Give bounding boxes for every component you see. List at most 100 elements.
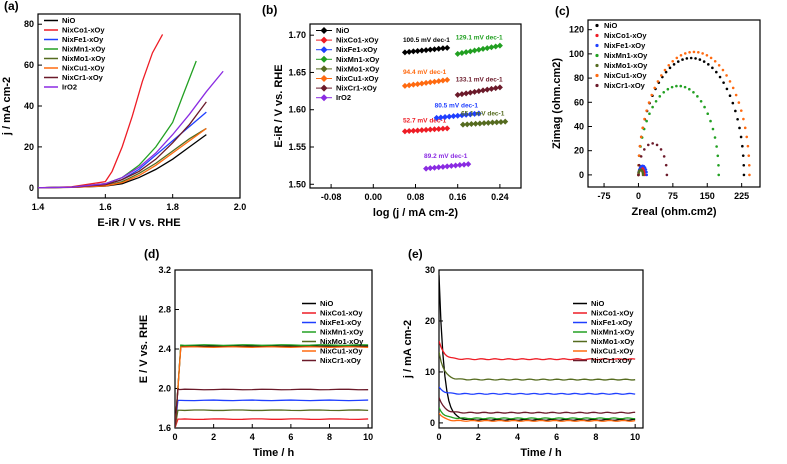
data-point xyxy=(731,86,735,90)
data-point xyxy=(471,110,478,117)
x-tick-label: 1.4 xyxy=(32,202,45,212)
data-point xyxy=(427,165,434,172)
data-point xyxy=(406,128,413,135)
data-point xyxy=(668,66,672,70)
x-tick-label: 4 xyxy=(250,432,255,442)
legend-entry: NixFe1-xOy xyxy=(62,35,104,44)
data-point xyxy=(496,42,503,49)
y-tick-label: 60 xyxy=(574,97,584,107)
x-tick-label: -0.08 xyxy=(321,192,342,202)
data-point xyxy=(450,113,457,120)
data-point xyxy=(654,99,658,103)
data-point xyxy=(459,121,466,128)
panel-label: (e) xyxy=(408,247,423,261)
data-point xyxy=(492,43,499,50)
x-tick-label: 8 xyxy=(593,432,598,442)
data-point xyxy=(671,59,675,63)
data-point xyxy=(458,49,465,56)
series-line xyxy=(175,344,369,428)
data-point xyxy=(747,154,751,157)
legend-entry: NixCo1-xOy xyxy=(604,31,647,40)
y-tick-label: 1.50 xyxy=(288,179,306,189)
data-point xyxy=(646,143,650,147)
data-point xyxy=(715,145,718,148)
y-axis-title: j / mA cm-2 xyxy=(1,77,13,136)
legend-entry: NixCr1-xOy xyxy=(62,73,104,82)
data-point xyxy=(643,166,647,169)
legend-entry: NixCr1-xOy xyxy=(604,81,646,90)
data-point xyxy=(492,85,499,92)
legend-entry: NixMn1-xOy xyxy=(62,45,106,54)
data-point xyxy=(734,109,737,113)
data-point xyxy=(423,126,430,133)
legend-entry: NixMn1-xOy xyxy=(604,51,648,60)
data-point xyxy=(418,80,425,87)
data-point xyxy=(709,56,713,60)
data-point xyxy=(703,105,706,109)
x-tick-label: 0.00 xyxy=(365,192,383,202)
panel-label: (a) xyxy=(4,0,19,13)
legend-marker xyxy=(595,83,599,88)
y-tick-label: 80 xyxy=(574,73,584,83)
data-point xyxy=(675,56,679,60)
data-point xyxy=(637,173,640,177)
data-point xyxy=(746,144,750,148)
x-tick-label: 6 xyxy=(554,432,559,442)
x-tick-label: 10 xyxy=(630,432,640,442)
data-point xyxy=(670,85,674,89)
data-point xyxy=(718,75,722,79)
data-point xyxy=(692,90,695,94)
legend-entry: NixMn1-xOy xyxy=(336,55,380,64)
x-tick-label: 1.8 xyxy=(166,202,179,212)
data-point xyxy=(742,117,745,121)
data-point xyxy=(692,50,696,54)
legend-entry: IrO2 xyxy=(336,93,351,102)
slope-annotation: 89.2 mV dec-1 xyxy=(424,153,468,160)
data-point xyxy=(665,173,669,177)
data-point xyxy=(683,85,687,89)
y-tick-label: 0 xyxy=(29,183,34,193)
data-point xyxy=(475,46,482,53)
data-point xyxy=(467,111,474,118)
plot-frame xyxy=(438,269,644,429)
legend-entry: NixCr1-xOy xyxy=(336,84,378,93)
legend-entry: NixMo1-xOy xyxy=(320,337,364,346)
x-tick-label: 4 xyxy=(515,432,520,442)
data-point xyxy=(471,88,478,95)
data-point xyxy=(706,112,710,116)
data-point xyxy=(662,155,666,158)
data-point xyxy=(423,79,430,86)
data-point xyxy=(663,68,667,72)
x-tick-label: 0.08 xyxy=(407,192,425,202)
data-point xyxy=(676,60,680,63)
legend-entry: NiO xyxy=(62,16,76,25)
data-point xyxy=(736,117,739,121)
data-point xyxy=(696,95,699,98)
data-point xyxy=(406,48,413,55)
y-axis-title: E-iR / V vs. RHE xyxy=(273,64,285,147)
y-tick-label: 120 xyxy=(569,25,584,35)
y-axis-title: Zimag (ohm.cm2) xyxy=(551,58,563,149)
data-point xyxy=(717,173,721,177)
plot-frame xyxy=(587,19,761,188)
legend-marker xyxy=(320,27,328,34)
data-point xyxy=(645,109,648,112)
legend-entry: NixMn1-xOy xyxy=(591,328,635,337)
data-point xyxy=(435,125,442,132)
data-point xyxy=(698,58,702,61)
legend-marker xyxy=(595,33,599,38)
data-point xyxy=(647,101,651,104)
legend-marker xyxy=(595,53,599,58)
x-tick-label: 0 xyxy=(636,191,641,201)
slope-annotation: 133.1 mV dec-1 xyxy=(456,76,503,83)
slope-annotation: 94.4 mV dec-1 xyxy=(403,69,447,76)
data-point xyxy=(485,119,492,126)
data-point xyxy=(664,163,668,167)
data-point xyxy=(648,112,651,116)
data-point xyxy=(722,81,725,84)
legend: NiONixCo1-xOyNixFe1-xOyNixMn1-xOyNixMo1-… xyxy=(595,21,648,90)
y-tick-label: 60 xyxy=(24,60,34,70)
legend-entry: NixCu1-xOy xyxy=(320,347,363,356)
y-tick-label: 20 xyxy=(574,146,584,156)
data-point xyxy=(709,119,712,123)
